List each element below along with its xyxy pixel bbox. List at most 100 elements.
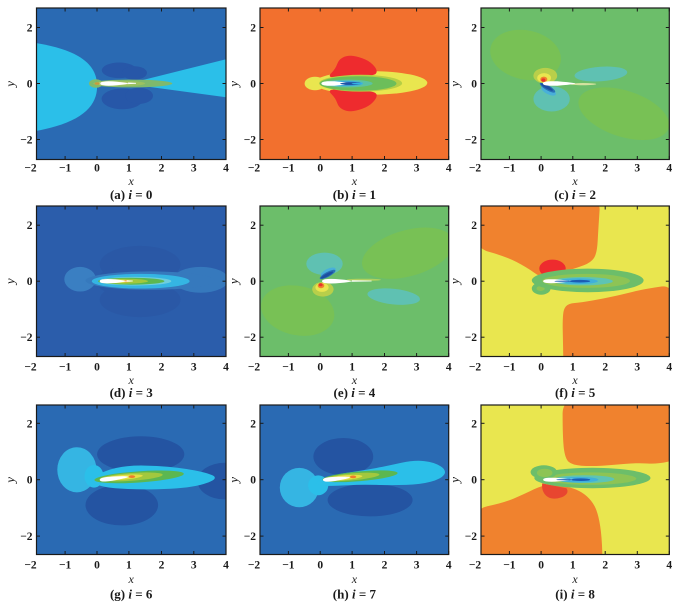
- svg-text:−2: −2: [24, 163, 37, 175]
- svg-text:−1: −1: [282, 560, 295, 572]
- svg-text:2: 2: [27, 23, 33, 35]
- svg-text:0: 0: [250, 276, 256, 288]
- svg-text:0: 0: [538, 362, 544, 374]
- svg-text:2: 2: [382, 560, 388, 572]
- svg-text:4: 4: [223, 163, 229, 175]
- svg-text:−2: −2: [20, 332, 33, 344]
- svg-text:1: 1: [570, 163, 576, 175]
- svg-text:−2: −2: [244, 531, 257, 543]
- svg-text:2: 2: [27, 220, 33, 232]
- svg-text:−1: −1: [282, 163, 295, 175]
- svg-text:0: 0: [250, 79, 256, 91]
- svg-text:3: 3: [191, 163, 197, 175]
- svg-text:0: 0: [538, 163, 544, 175]
- svg-text:3: 3: [634, 362, 640, 374]
- svg-text:3: 3: [414, 163, 420, 175]
- svg-text:−2: −2: [248, 163, 261, 175]
- svg-text:y: y: [3, 477, 18, 485]
- svg-text:1: 1: [349, 560, 355, 572]
- svg-text:−2: −2: [20, 531, 33, 543]
- svg-text:0: 0: [538, 560, 544, 572]
- svg-text:4: 4: [446, 560, 452, 572]
- svg-text:0: 0: [317, 560, 323, 572]
- svg-text:x: x: [571, 174, 578, 188]
- svg-text:4: 4: [666, 163, 672, 175]
- svg-text:0: 0: [317, 362, 323, 374]
- svg-text:−1: −1: [503, 362, 516, 374]
- svg-text:4: 4: [446, 362, 452, 374]
- svg-text:y: y: [226, 278, 241, 286]
- svg-text:(b) i = 1: (b) i = 1: [333, 187, 376, 202]
- svg-text:−2: −2: [248, 362, 261, 374]
- svg-text:−2: −2: [244, 332, 257, 344]
- svg-text:y: y: [447, 278, 462, 286]
- svg-text:y: y: [3, 278, 18, 286]
- svg-text:2: 2: [159, 163, 165, 175]
- svg-text:2: 2: [471, 23, 477, 35]
- svg-text:1: 1: [349, 163, 355, 175]
- svg-text:2: 2: [159, 560, 165, 572]
- svg-text:3: 3: [634, 560, 640, 572]
- svg-text:−1: −1: [503, 163, 516, 175]
- svg-text:y: y: [3, 81, 18, 89]
- svg-text:y: y: [447, 477, 462, 485]
- svg-text:(h) i = 7: (h) i = 7: [333, 587, 377, 602]
- svg-text:y: y: [226, 477, 241, 485]
- svg-text:0: 0: [27, 475, 33, 487]
- svg-text:1: 1: [570, 362, 576, 374]
- svg-text:4: 4: [446, 163, 452, 175]
- svg-text:x: x: [571, 373, 578, 387]
- svg-text:(g) i = 6: (g) i = 6: [110, 587, 153, 602]
- svg-text:0: 0: [94, 163, 100, 175]
- svg-text:−1: −1: [59, 163, 72, 175]
- svg-text:3: 3: [191, 362, 197, 374]
- svg-text:−1: −1: [282, 362, 295, 374]
- svg-text:1: 1: [570, 560, 576, 572]
- svg-text:x: x: [571, 572, 578, 586]
- svg-text:−2: −2: [465, 531, 478, 543]
- svg-text:−2: −2: [465, 332, 478, 344]
- svg-text:0: 0: [250, 475, 256, 487]
- svg-text:2: 2: [382, 163, 388, 175]
- svg-text:0: 0: [27, 276, 33, 288]
- svg-text:−2: −2: [248, 560, 261, 572]
- svg-text:0: 0: [471, 276, 477, 288]
- svg-text:x: x: [351, 373, 358, 387]
- svg-text:x: x: [128, 373, 135, 387]
- svg-text:y: y: [447, 81, 462, 89]
- svg-text:2: 2: [382, 362, 388, 374]
- svg-text:2: 2: [471, 418, 477, 430]
- svg-text:2: 2: [27, 418, 33, 430]
- svg-text:x: x: [128, 572, 135, 586]
- svg-text:0: 0: [94, 362, 100, 374]
- svg-text:1: 1: [349, 362, 355, 374]
- svg-text:2: 2: [471, 220, 477, 232]
- svg-text:0: 0: [471, 475, 477, 487]
- svg-text:2: 2: [602, 163, 608, 175]
- svg-text:(e) i = 4: (e) i = 4: [334, 385, 376, 400]
- svg-text:−2: −2: [469, 560, 482, 572]
- svg-text:−2: −2: [465, 135, 478, 147]
- svg-text:1: 1: [126, 163, 132, 175]
- svg-text:2: 2: [250, 23, 256, 35]
- svg-text:3: 3: [634, 163, 640, 175]
- svg-text:3: 3: [414, 560, 420, 572]
- svg-text:0: 0: [94, 560, 100, 572]
- svg-text:(a) i = 0: (a) i = 0: [110, 187, 152, 202]
- svg-text:(c) i = 2: (c) i = 2: [554, 187, 596, 202]
- svg-text:−2: −2: [469, 163, 482, 175]
- svg-text:2: 2: [602, 362, 608, 374]
- svg-text:−2: −2: [24, 560, 37, 572]
- svg-text:4: 4: [223, 362, 229, 374]
- svg-text:2: 2: [602, 560, 608, 572]
- svg-text:1: 1: [126, 362, 132, 374]
- svg-text:x: x: [351, 572, 358, 586]
- svg-text:4: 4: [666, 560, 672, 572]
- svg-text:−1: −1: [59, 560, 72, 572]
- svg-text:−2: −2: [20, 135, 33, 147]
- svg-text:(f) i = 5: (f) i = 5: [555, 385, 596, 400]
- svg-text:0: 0: [471, 79, 477, 91]
- svg-text:2: 2: [159, 362, 165, 374]
- svg-text:−1: −1: [59, 362, 72, 374]
- svg-text:(i) i = 8: (i) i = 8: [555, 587, 595, 602]
